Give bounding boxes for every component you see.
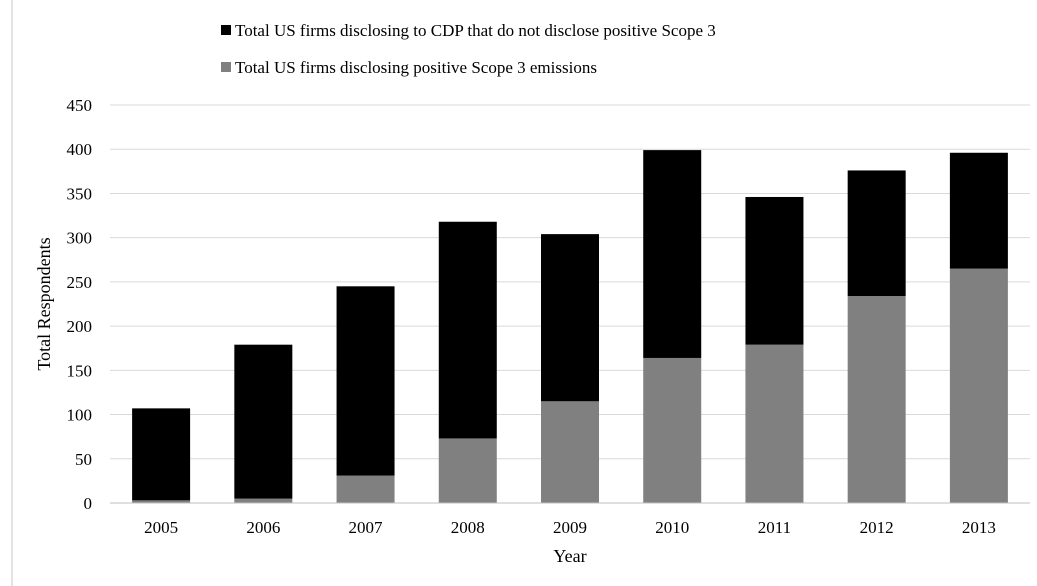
bar-segment-positive-scope3 [643,357,702,503]
y-tick-label: 50 [75,450,92,469]
legend-label: Total US firms disclosing positive Scope… [235,58,597,77]
y-tick-label: 250 [67,273,93,292]
y-tick-label: 350 [67,184,93,203]
y-tick-label: 200 [67,317,93,336]
legend-label: Total US firms disclosing to CDP that do… [235,21,716,40]
x-axis-tick-labels: 2005 2006 2007 2008 2009 2010 2011 2012 2013 [144,518,996,537]
bar-segment-no-positive-scope3 [643,150,702,358]
bar-segment-no-positive-scope3 [132,408,191,501]
y-tick-label: 400 [67,140,93,159]
bar-segment-positive-scope3 [336,475,395,503]
bar-segment-positive-scope3 [234,498,293,503]
y-tick-label: 100 [67,406,93,425]
bar-segment-positive-scope3 [949,268,1008,503]
bar-segment-positive-scope3 [132,500,191,503]
legend-swatch [221,25,231,35]
x-tick-label: 2013 [962,518,996,537]
x-tick-label: 2011 [758,518,791,537]
bar-segment-no-positive-scope3 [336,286,395,476]
bar-segment-positive-scope3 [438,438,497,503]
legend-swatch [221,62,231,72]
x-tick-label: 2005 [144,518,178,537]
x-tick-label: 2006 [246,518,280,537]
y-tick-label: 150 [67,361,93,380]
bar-segment-no-positive-scope3 [949,152,1008,269]
y-axis-title: Total Respondents [34,237,54,370]
legend: Total US firms disclosing to CDP that do… [221,21,716,77]
bar-segment-no-positive-scope3 [438,221,497,439]
bar-segment-positive-scope3 [541,401,599,503]
x-tick-label: 2007 [349,518,384,537]
y-axis-tick-labels: 0 50 100 150 200 250 300 350 400 450 [67,96,93,513]
y-tick-label: 300 [67,229,93,248]
bar-segment-positive-scope3 [847,296,906,503]
y-tick-label: 450 [67,96,93,115]
bar-segment-no-positive-scope3 [847,170,906,297]
x-tick-label: 2010 [655,518,689,537]
bar-segment-no-positive-scope3 [541,234,599,402]
bars [132,150,1008,503]
bar-segment-no-positive-scope3 [745,196,804,345]
bar-segment-no-positive-scope3 [234,344,293,499]
bar-segment-positive-scope3 [745,344,804,503]
x-tick-label: 2008 [451,518,485,537]
x-tick-label: 2009 [553,518,587,537]
x-axis-title: Year [553,546,586,566]
x-tick-label: 2012 [860,518,894,537]
y-tick-label: 0 [84,494,93,513]
